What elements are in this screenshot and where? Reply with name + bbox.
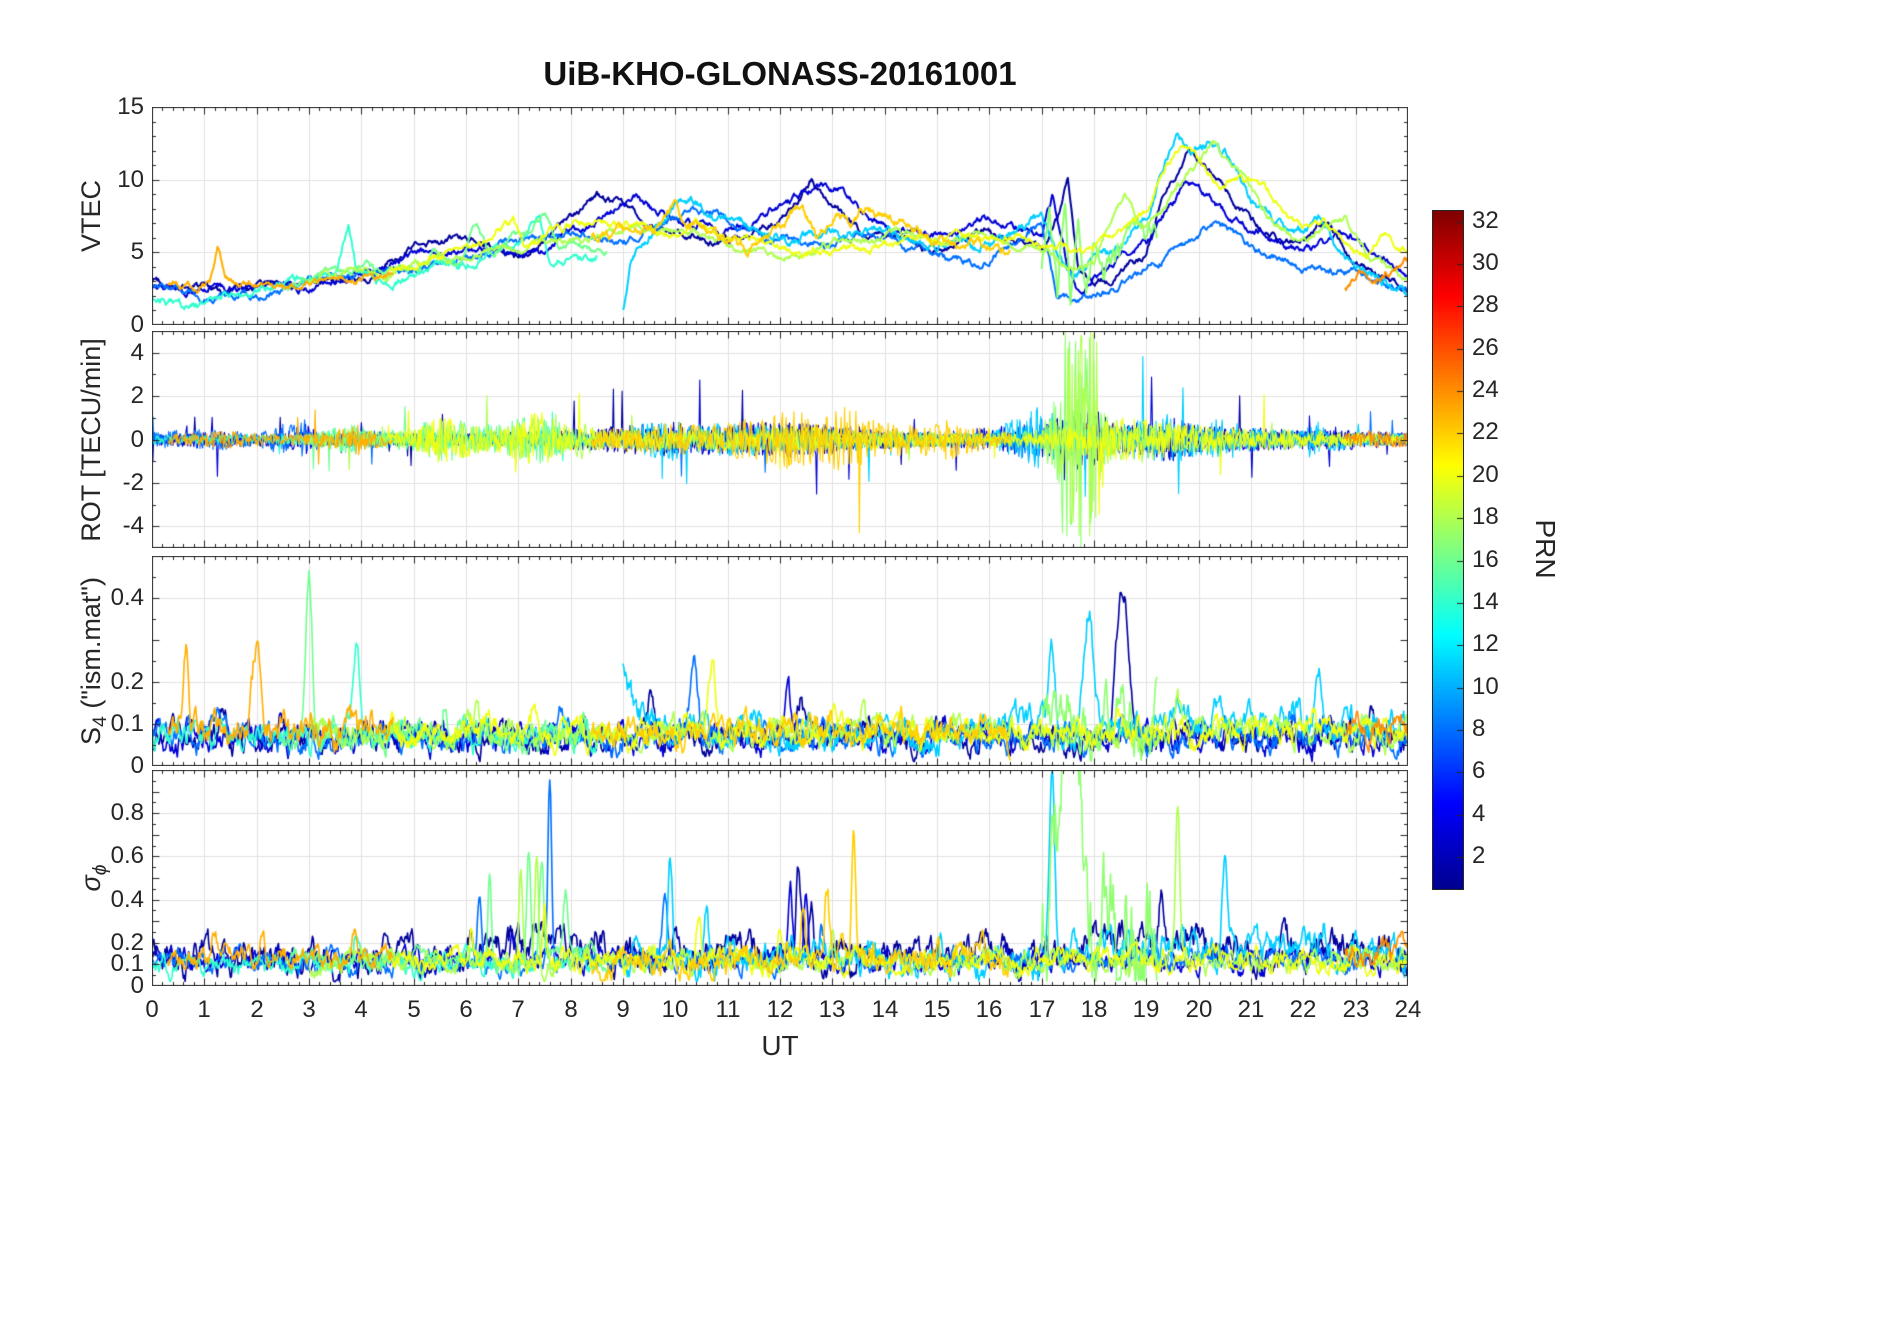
colorbar-tick-label: 24 (1472, 376, 1499, 403)
y-tick-label: 15 (117, 93, 144, 120)
x-tick-label: 14 (871, 996, 899, 1023)
y-tick-label: 0.2 (110, 929, 144, 956)
y-tick-label: 10 (117, 166, 144, 193)
x-tick-label: 18 (1080, 996, 1108, 1023)
colorbar-tick-label: 8 (1472, 715, 1486, 742)
y-tick-label: 0.2 (110, 668, 144, 695)
colorbar-tick-label: 6 (1472, 757, 1486, 784)
x-tick-label: 10 (661, 996, 689, 1023)
x-axis-label: UT (761, 1030, 799, 1061)
colorbar-tick-label: 12 (1472, 630, 1499, 657)
x-tick-label: 13 (818, 996, 846, 1023)
x-tick-label: 12 (766, 996, 794, 1023)
x-tick-label: 23 (1342, 996, 1370, 1023)
colorbar-tick-label: 30 (1472, 249, 1499, 276)
x-tick-label: 15 (923, 996, 951, 1023)
y-tick-label: 0 (130, 311, 144, 338)
x-tick-label: 1 (197, 996, 211, 1023)
colorbar-axis-label: PRN (1530, 519, 1561, 579)
s4-plot (152, 556, 1408, 766)
y-tick-label: 4 (130, 339, 144, 366)
x-tick-label: 8 (564, 996, 578, 1023)
x-tick-label: 3 (302, 996, 316, 1023)
x-tick-label: 21 (1237, 996, 1265, 1023)
x-tick-label: 4 (354, 996, 368, 1023)
y-tick-label: 5 (130, 238, 144, 265)
colorbar-tick-label: 10 (1472, 673, 1499, 700)
colorbar-tick-label: 16 (1472, 546, 1499, 573)
colorbar-tick-label: 20 (1472, 461, 1499, 488)
colorbar-tick-label: 4 (1472, 800, 1486, 827)
sigma-phi-plot (152, 770, 1408, 986)
x-tick-label: 19 (1132, 996, 1160, 1023)
x-tick-label: 16 (975, 996, 1003, 1023)
y-tick-label: -4 (122, 512, 144, 539)
x-tick-label: 11 (715, 996, 741, 1023)
y-tick-label: 0 (130, 426, 144, 453)
y-tick-label: 0.8 (110, 799, 144, 826)
y-tick-label: 2 (130, 382, 144, 409)
rot-plot (152, 331, 1408, 548)
prn-colorbar (1432, 210, 1464, 890)
colorbar-tick-label: 26 (1472, 334, 1499, 361)
colorbar-tick-label: 28 (1472, 291, 1499, 318)
y-tick-label: -2 (122, 469, 144, 496)
x-tick-label: 24 (1394, 996, 1422, 1023)
colorbar-tick-label: 18 (1472, 503, 1499, 530)
x-tick-label: 2 (250, 996, 264, 1023)
y-tick-label: 0.6 (110, 842, 144, 869)
vtec-plot (152, 107, 1408, 325)
x-tick-label: 5 (407, 996, 421, 1023)
y-tick-label: 0.4 (110, 584, 144, 611)
y-tick-label: 0 (130, 752, 144, 779)
x-tick-label: 6 (459, 996, 473, 1023)
x-tick-label: 20 (1185, 996, 1213, 1023)
y-tick-label: 0 (130, 972, 144, 999)
x-tick-label: 9 (616, 996, 630, 1023)
x-tick-label: 0 (145, 996, 159, 1023)
colorbar-tick-label: 22 (1472, 418, 1499, 445)
colorbar-tick-label: 32 (1472, 207, 1499, 234)
y-tick-label: 0.1 (110, 950, 144, 977)
colorbar-tick-label: 14 (1472, 588, 1499, 615)
x-tick-label: 7 (511, 996, 525, 1023)
x-tick-label: 17 (1028, 996, 1056, 1023)
y-tick-label: 0.1 (110, 710, 144, 737)
x-tick-label: 22 (1289, 996, 1317, 1023)
colorbar-tick-label: 2 (1472, 842, 1486, 869)
y-tick-label: 0.4 (110, 886, 144, 913)
chart-title: UiB-KHO-GLONASS-20161001 (543, 55, 1017, 92)
